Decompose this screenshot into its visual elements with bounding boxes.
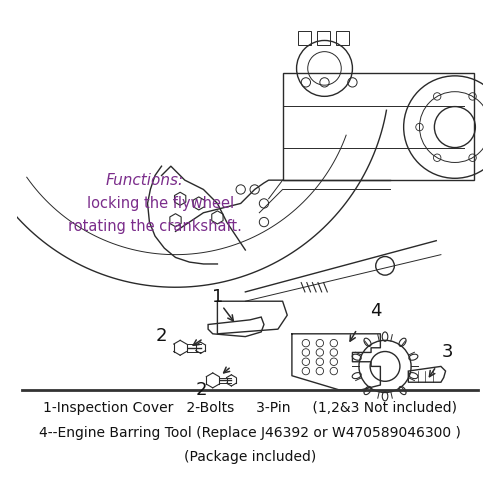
Text: rotating the crankshaft.: rotating the crankshaft.	[68, 219, 242, 234]
Text: 4--Engine Barring Tool (Replace J46392 or W470589046300 ): 4--Engine Barring Tool (Replace J46392 o…	[39, 426, 461, 440]
Text: 1: 1	[212, 288, 223, 306]
Text: locking the flywheel: locking the flywheel	[87, 196, 234, 211]
Text: 3: 3	[442, 344, 453, 361]
Text: 2: 2	[196, 380, 207, 398]
Bar	[298, 31, 312, 45]
Bar	[336, 31, 348, 45]
Text: (Package included): (Package included)	[184, 450, 316, 464]
Text: 4: 4	[370, 302, 382, 320]
Text: 1-Inspection Cover   2-Bolts     3-Pin     (1,2&3 Not included): 1-Inspection Cover 2-Bolts 3-Pin (1,2&3 …	[43, 402, 457, 415]
Text: 2: 2	[156, 326, 168, 344]
Bar	[317, 31, 330, 45]
Text: Functions:: Functions:	[106, 172, 184, 188]
Bar	[282, 73, 474, 180]
